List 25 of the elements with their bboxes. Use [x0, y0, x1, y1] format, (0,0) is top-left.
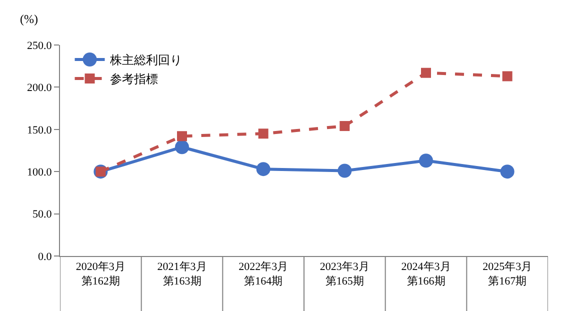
y-tick-label: 200.0 [27, 82, 52, 94]
y-tick-label: 50.0 [32, 208, 52, 221]
y-tick-label: 150.0 [27, 124, 52, 136]
point [177, 131, 187, 142]
y-tick-label: 250.0 [27, 40, 52, 52]
y-tick-label: 100.0 [27, 166, 52, 178]
x-tick-label: 2024年3月第166期 [401, 261, 451, 288]
point [340, 121, 350, 132]
legend-label: 参考指標 [110, 72, 158, 86]
point [175, 140, 189, 154]
point [502, 71, 512, 82]
point [258, 128, 268, 139]
y-tick-label: 0.0 [38, 250, 52, 263]
x-tick-label: 2020年3月第162期 [76, 261, 126, 288]
point [256, 162, 270, 176]
point [421, 68, 431, 78]
legend-label: 株主総利回り [108, 53, 182, 68]
point [500, 164, 514, 179]
y-axis-title: (%) [20, 12, 38, 26]
x-tick-label: 2021年3月第163期 [157, 261, 207, 288]
point [419, 154, 433, 168]
x-tick-label: 2023年3月第165期 [320, 261, 370, 288]
x-tick-label: 2022年3月第164期 [238, 261, 288, 288]
point [338, 164, 352, 178]
x-tick-label: 2025年3月第167期 [482, 261, 532, 288]
